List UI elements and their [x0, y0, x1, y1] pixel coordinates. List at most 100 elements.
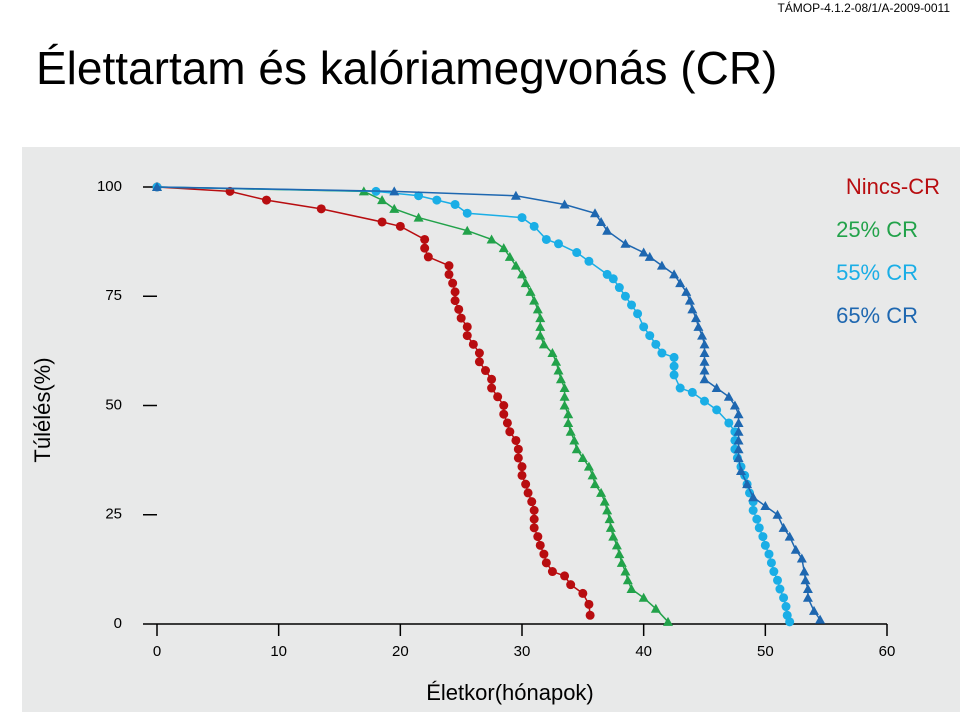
y-tick-label: 50: [105, 396, 122, 413]
data-point: [639, 322, 649, 332]
legend-entry: 55% CR: [836, 260, 918, 285]
data-point: [784, 531, 795, 541]
data-point: [781, 602, 791, 612]
data-point: [554, 239, 563, 249]
data-point: [748, 492, 759, 502]
data-point: [650, 603, 661, 613]
data-point: [462, 225, 473, 235]
data-point: [510, 260, 521, 270]
data-point: [448, 278, 458, 288]
data-point: [596, 216, 607, 226]
data-point: [669, 352, 679, 362]
data-point: [669, 370, 679, 380]
data-point: [742, 479, 753, 489]
data-point: [733, 444, 744, 454]
data-point: [620, 566, 631, 576]
data-point: [474, 348, 484, 358]
data-point: [523, 488, 533, 498]
data-point: [712, 405, 722, 415]
data-point: [553, 365, 564, 375]
data-point: [481, 366, 490, 376]
x-tick-label: 50: [757, 643, 774, 660]
data-point: [474, 357, 484, 367]
data-point: [541, 234, 551, 244]
data-point: [559, 383, 570, 393]
data-point: [733, 417, 744, 427]
data-point: [499, 409, 509, 419]
data-point: [799, 566, 810, 576]
data-point: [487, 383, 497, 393]
data-point: [583, 461, 594, 471]
data-point: [538, 339, 549, 349]
data-point: [587, 470, 598, 480]
data-point: [499, 401, 509, 410]
y-tick-label: 0: [114, 615, 122, 632]
data-point: [733, 435, 744, 445]
data-point: [502, 418, 512, 428]
data-point: [535, 321, 546, 331]
x-tick-label: 30: [514, 643, 531, 660]
x-tick-label: 20: [392, 643, 409, 660]
data-point: [468, 339, 478, 349]
data-point: [414, 191, 424, 201]
data-point: [687, 304, 698, 314]
data-point: [754, 523, 764, 533]
data-point: [638, 247, 649, 257]
data-point: [663, 616, 673, 626]
data-point: [733, 426, 744, 436]
data-point: [766, 558, 776, 568]
data-point: [809, 605, 819, 615]
data-point: [785, 617, 795, 627]
data-point: [493, 392, 503, 402]
data-point: [584, 256, 594, 266]
data-point: [699, 348, 710, 358]
data-point: [724, 418, 734, 428]
data-point: [547, 348, 558, 358]
data-point: [525, 286, 536, 296]
data-point: [699, 365, 710, 375]
data-point: [675, 383, 685, 393]
data-point: [651, 339, 661, 349]
data-point: [760, 540, 770, 550]
data-point: [532, 304, 543, 314]
data-point: [605, 522, 616, 532]
data-point: [559, 199, 570, 209]
data-point: [700, 396, 709, 406]
data-point: [611, 540, 622, 550]
data-point: [555, 374, 566, 384]
data-point: [758, 532, 768, 542]
data-point: [566, 580, 576, 590]
data-point: [444, 261, 454, 271]
data-point: [645, 331, 655, 341]
data-point: [450, 287, 460, 297]
data-point: [578, 588, 588, 598]
data-point: [517, 462, 527, 472]
data-point: [699, 374, 710, 384]
data-point: [733, 409, 744, 419]
data-point: [547, 567, 557, 577]
data-point: [529, 514, 539, 524]
y-axis-label: Túlélés(%): [30, 357, 55, 462]
data-point: [454, 304, 464, 314]
data-point: [450, 296, 460, 306]
data-point: [517, 213, 527, 223]
data-point: [638, 592, 649, 602]
data-point: [608, 531, 619, 541]
data-point: [699, 356, 710, 366]
legend-entry: 25% CR: [836, 217, 918, 242]
data-point: [590, 208, 600, 218]
data-point: [620, 291, 630, 301]
data-point: [511, 435, 521, 445]
data-point: [539, 549, 549, 559]
data-point: [420, 243, 430, 253]
data-point: [577, 452, 588, 462]
data-point: [559, 400, 570, 410]
data-point: [585, 610, 595, 620]
data-point: [420, 234, 430, 244]
data-point: [498, 243, 509, 253]
data-point: [571, 444, 582, 454]
data-point: [790, 544, 801, 554]
data-point: [599, 496, 610, 506]
data-point: [779, 593, 789, 603]
